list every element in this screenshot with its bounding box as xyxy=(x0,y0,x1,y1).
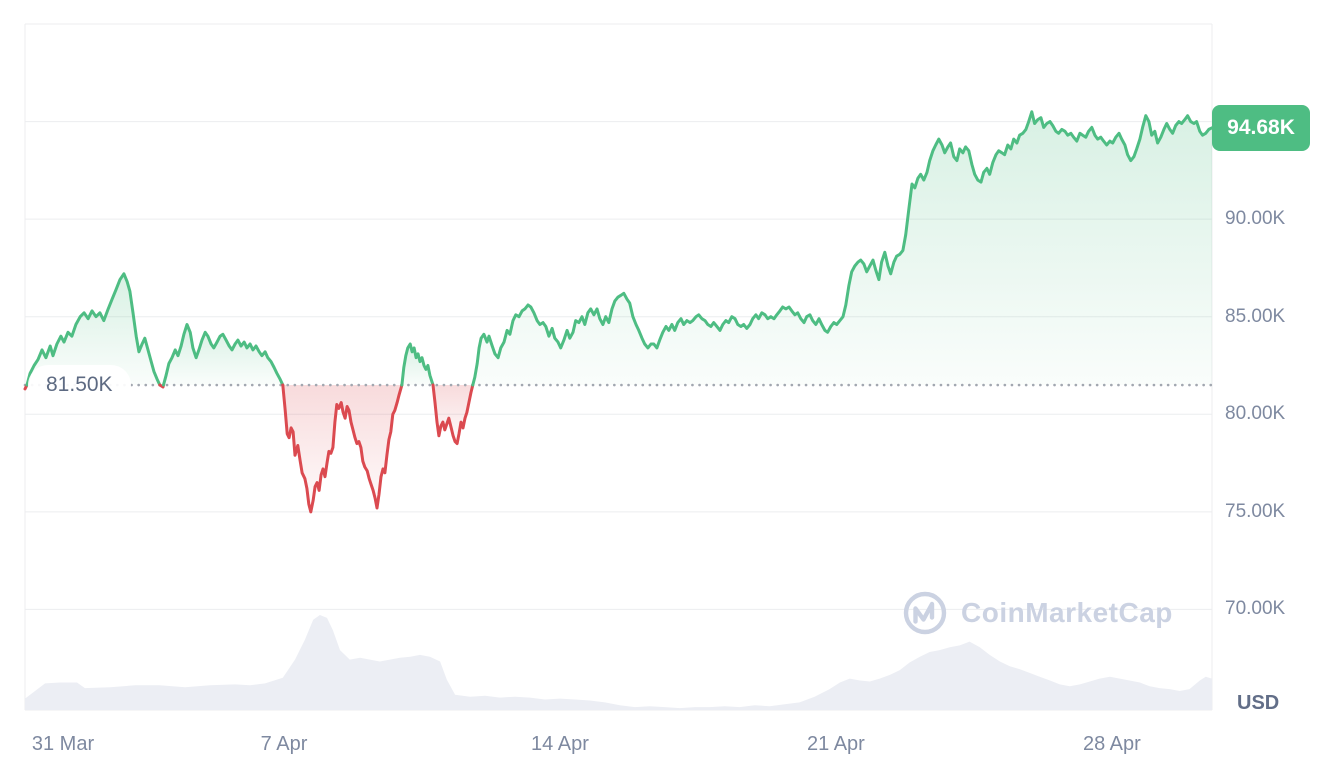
last-price-text: 94.68K xyxy=(1227,115,1295,139)
price-area-up xyxy=(401,344,433,385)
last-price-badge: 94.68K xyxy=(1212,104,1310,151)
x-axis-tick-label: 7 Apr xyxy=(260,733,308,755)
price-line-segment-down xyxy=(431,383,475,446)
price-line-segment-up xyxy=(25,272,162,387)
baseline-price-text: 81.50K xyxy=(46,373,113,396)
price-line-segment-up xyxy=(400,342,435,387)
y-axis-tick-label: 90.00K xyxy=(1225,208,1286,230)
y-axis-tick-label: 80.00K xyxy=(1225,403,1286,425)
price-line-segment-up xyxy=(162,323,285,387)
price-area-up xyxy=(472,111,1212,386)
baseline-price-label: 81.50K xyxy=(28,365,131,405)
price-area-up xyxy=(27,273,160,385)
price-area-down xyxy=(282,385,402,512)
x-axis-tick-label: 31 Mar xyxy=(31,733,95,755)
price-line-segment-down xyxy=(281,383,404,514)
x-axis-tick-label: 28 Apr xyxy=(1082,733,1141,755)
price-line-segment-up xyxy=(471,110,1214,387)
x-axis-tick-label: 14 Apr xyxy=(531,733,589,755)
price-area-down xyxy=(433,385,473,444)
volume-area xyxy=(25,615,1212,710)
y-axis-tick-label: 75.00K xyxy=(1225,500,1286,522)
price-area-up xyxy=(163,324,283,385)
currency-label: USD xyxy=(1237,692,1280,714)
y-axis-tick-label: 85.00K xyxy=(1225,305,1286,327)
x-axis-tick-label: 21 Apr xyxy=(806,733,865,755)
y-axis-tick-label: 70.00K xyxy=(1225,598,1286,620)
